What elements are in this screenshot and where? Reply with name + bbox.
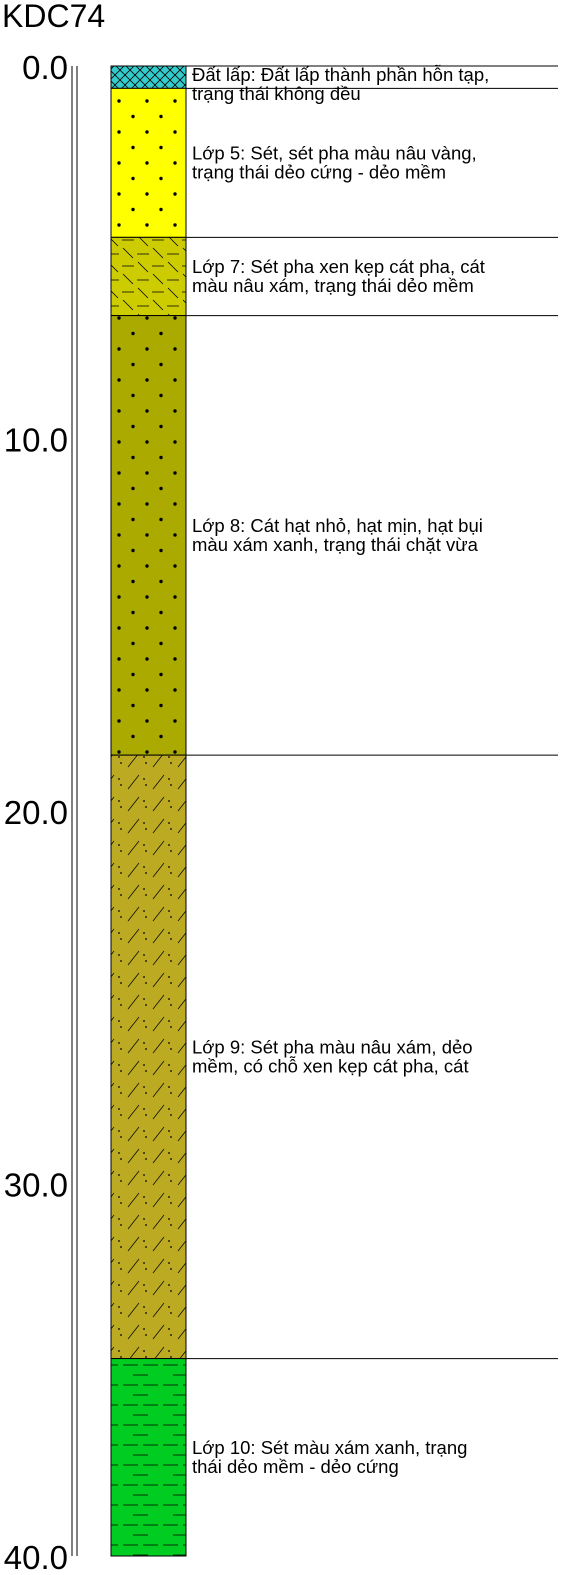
layer-description-line: Lớp 10: Sét màu xám xanh, trạng: [192, 1437, 467, 1458]
layer-description-line: màu xám xanh, trạng thái chặt vừa: [192, 534, 479, 555]
layer-description-line: thái dẻo mềm - dẻo cứng: [192, 1456, 399, 1477]
depth-tick-label: 0.0: [22, 49, 68, 86]
depth-tick-label: 30.0: [4, 1167, 68, 1204]
depth-tick-label: 10.0: [4, 422, 68, 459]
layer-description-line: màu nâu xám, trạng thái dẻo mềm: [192, 275, 474, 296]
depth-tick-label: 20.0: [4, 794, 68, 831]
layer-description-line: Lớp 9: Sét pha màu nâu xám, dẻo: [192, 1036, 473, 1057]
layer-pattern-dat-lap: [111, 66, 186, 89]
layer-pattern-lop-7: [111, 237, 186, 316]
layer-description-line: mềm, có chỗ xen kẹp cát pha, cát: [192, 1055, 469, 1076]
layer-outline-lop-10: [110, 1358, 187, 1557]
layer-description-line: trạng thái không đều: [192, 83, 361, 104]
layer-descriptions: Đất lấp: Đất lấp thành phần hỗn tạp,trạn…: [192, 64, 489, 1477]
layer-pattern-lop-5: [111, 88, 186, 238]
layer-description-line: Đất lấp: Đất lấp thành phần hỗn tạp,: [192, 64, 489, 85]
layer-description-line: trạng thái dẻo cứng - dẻo mềm: [192, 161, 446, 182]
layer-description-line: Lớp 8: Cát hạt nhỏ, hạt mịn, hạt bụi: [192, 515, 483, 536]
borehole-title: KDC74: [2, 0, 105, 34]
layer-pattern-lop-10: [111, 1358, 186, 1556]
depth-tick-labels: 0.0 10.0 20.0 30.0 40.0: [4, 49, 68, 1575]
layer-description-line: Lớp 5: Sét, sét pha màu nâu vàng,: [192, 142, 477, 163]
layer-pattern-lop-9: [111, 755, 186, 1359]
layer-description-line: Lớp 7: Sét pha xen kẹp cát pha, cát: [192, 256, 485, 277]
soil-layers: [110, 65, 187, 1557]
layer-pattern-lop-8: [111, 315, 186, 756]
depth-tick-label: 40.0: [4, 1539, 68, 1575]
layer-dividers: [186, 65, 558, 1360]
